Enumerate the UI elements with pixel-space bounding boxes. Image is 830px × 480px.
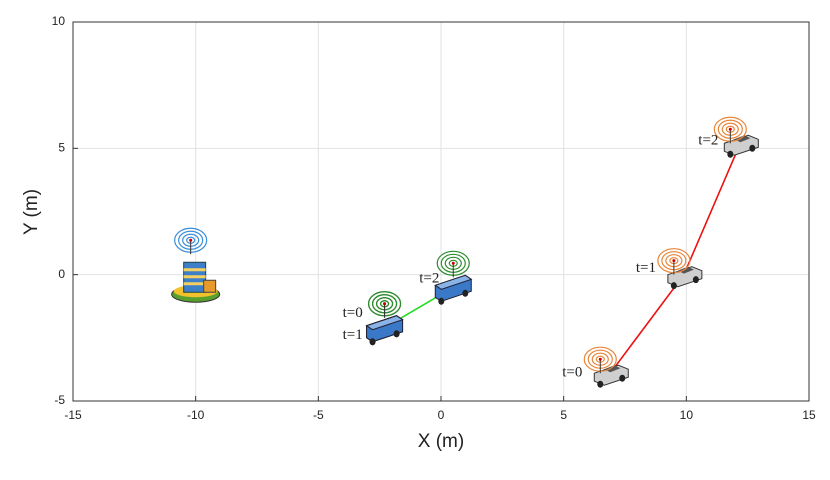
car-body xyxy=(667,266,703,288)
y-axis-label: Y (m) xyxy=(21,189,42,235)
car-cabin xyxy=(677,266,694,274)
x-tick-label: 5 xyxy=(560,408,567,422)
bus-roof xyxy=(365,315,404,331)
wheel xyxy=(393,330,400,338)
floor xyxy=(183,275,206,279)
time-label: t=1 xyxy=(636,260,656,276)
wheel xyxy=(597,380,604,388)
wheel xyxy=(619,374,626,382)
wheel xyxy=(692,276,699,284)
car-icon xyxy=(657,248,703,290)
wheel xyxy=(749,144,756,152)
car-body xyxy=(593,364,629,386)
floor xyxy=(183,268,206,272)
x-tick-label: 15 xyxy=(802,408,816,422)
wheel xyxy=(438,297,445,305)
floor xyxy=(183,282,206,286)
time-label: t=2 xyxy=(419,271,439,287)
car-body xyxy=(723,134,759,156)
bus-roof xyxy=(434,274,473,290)
y-tick-label: 0 xyxy=(58,267,65,281)
antenna-tip xyxy=(728,127,732,131)
antenna-tip xyxy=(598,357,602,361)
wheel xyxy=(462,289,469,297)
wheel xyxy=(369,338,376,346)
y-tick-label: 5 xyxy=(58,141,65,155)
antenna-tip xyxy=(189,238,193,242)
time-label: t=0 xyxy=(562,365,582,381)
x-axis-label: X (m) xyxy=(418,431,464,452)
wheel xyxy=(670,282,677,290)
car-cabin xyxy=(604,365,621,373)
x-tick-label: -5 xyxy=(313,408,324,422)
y-tick-label: 10 xyxy=(52,14,66,28)
x-tick-label: 0 xyxy=(438,408,445,422)
time-label: t=1 xyxy=(343,327,363,343)
x-tick-label: 10 xyxy=(680,408,694,422)
antenna-tip xyxy=(451,261,455,265)
time-label: t=0 xyxy=(343,305,363,321)
axes-frame xyxy=(72,21,810,402)
car-icon xyxy=(713,116,759,158)
tower-icon xyxy=(171,227,221,303)
time-label: t=2 xyxy=(698,133,718,149)
bus-icon xyxy=(365,291,404,346)
car-icon xyxy=(583,346,629,388)
y-tick-label: -5 xyxy=(54,393,65,407)
bus-icon xyxy=(434,250,473,305)
car-cabin xyxy=(734,135,751,143)
x-tick-label: -15 xyxy=(64,408,82,422)
annex xyxy=(203,279,217,293)
x-tick-label: -10 xyxy=(187,408,205,422)
wheel xyxy=(727,150,734,158)
antenna-tip xyxy=(383,302,387,306)
antenna-tip xyxy=(672,259,676,263)
